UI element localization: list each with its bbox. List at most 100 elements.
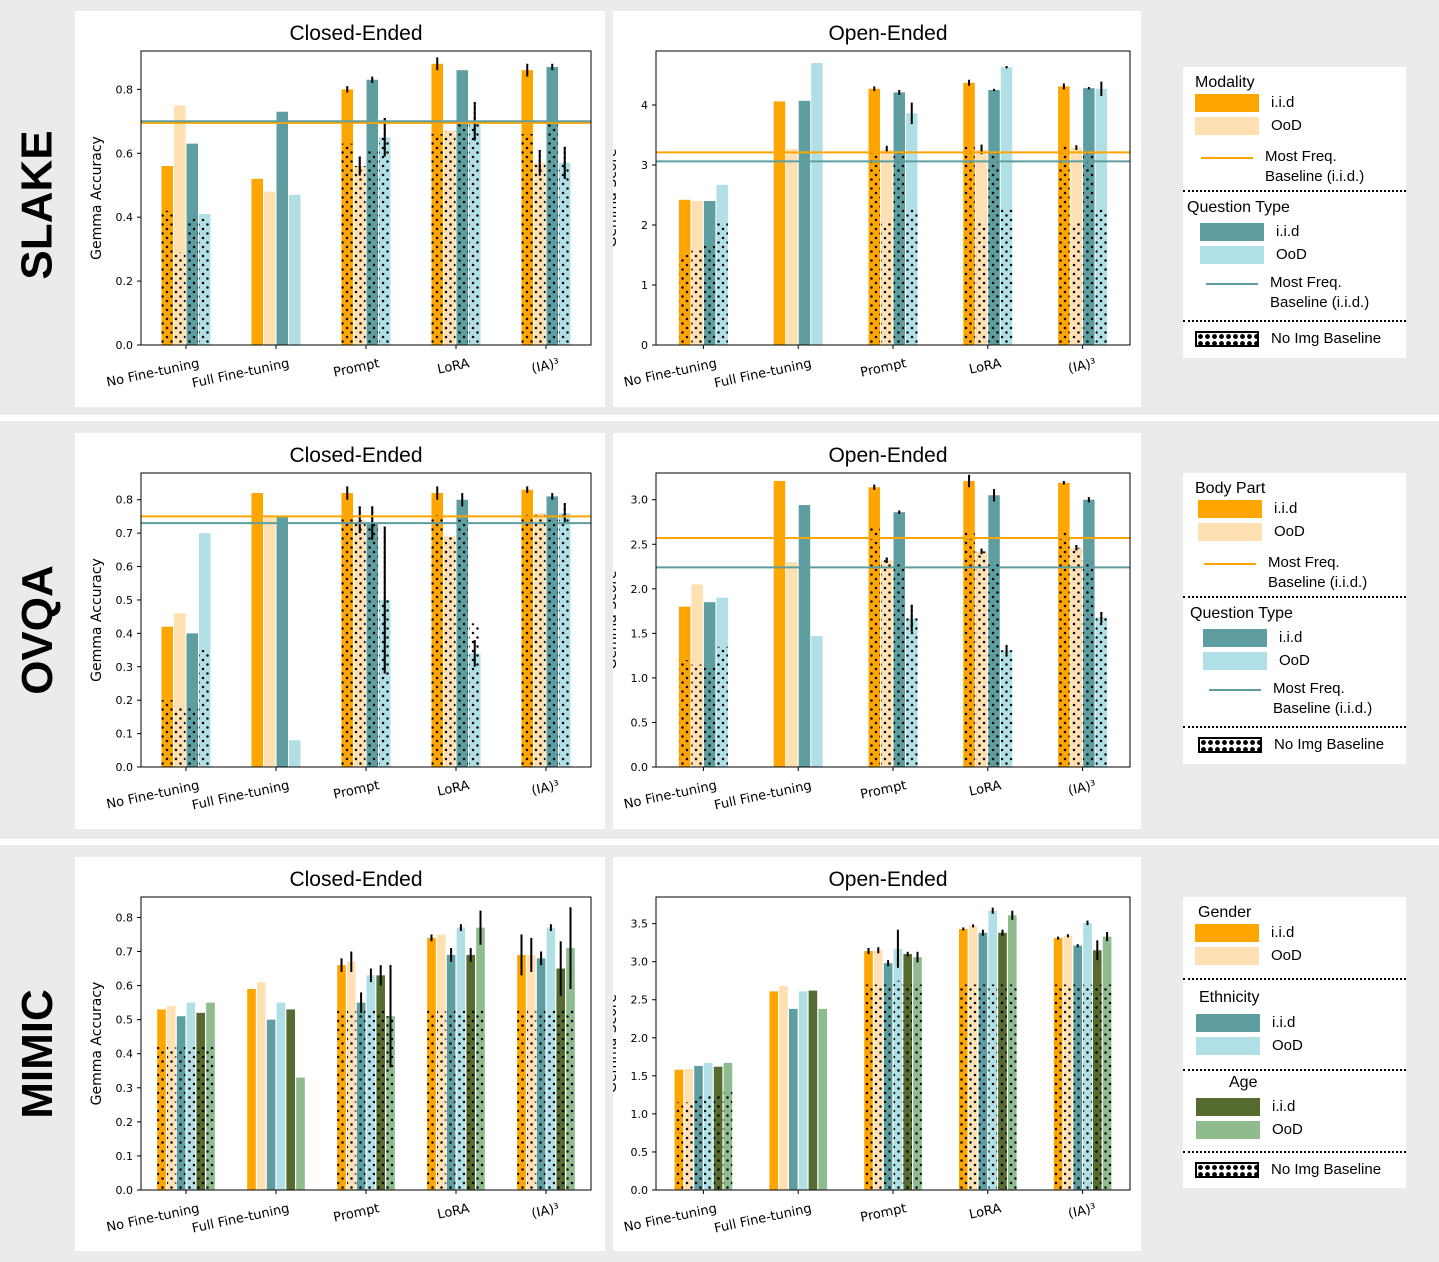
- no-img-hatch: [906, 209, 918, 345]
- no-img-hatch: [431, 513, 443, 767]
- x-tick-label: (IA)³: [530, 1201, 561, 1222]
- bar: [289, 194, 301, 345]
- no-img-hatch: [694, 1094, 703, 1190]
- no-img-hatch: [1073, 984, 1082, 1190]
- plot-frame: [655, 896, 1131, 1191]
- row-label-text: SLAKE: [12, 130, 62, 280]
- bar: [811, 636, 823, 767]
- y-tick-label: 0.0: [116, 339, 134, 352]
- y-tick-label: 0.3: [116, 661, 134, 674]
- no-img-hatch: [337, 1009, 346, 1190]
- x-tick-label: (IA)³: [1067, 1201, 1098, 1222]
- no-img-hatch: [469, 121, 481, 345]
- no-img-hatch: [1070, 547, 1083, 767]
- legend-swatch: [1196, 1121, 1260, 1139]
- x-tick-label: Full Fine-tuning: [713, 356, 813, 391]
- no-img-hatch: [716, 646, 728, 767]
- bar: [789, 1008, 798, 1190]
- bar: [247, 988, 256, 1190]
- no-img-hatch: [864, 984, 873, 1190]
- chart-mimic-open: Open-Ended Gemma Score 0.0 0.5 1.0 1.5 2.0 2.5 3…: [613, 857, 1141, 1251]
- row-label-ovqa: OVQA: [0, 421, 75, 839]
- no-img-hatch: [341, 516, 353, 767]
- legend-ovqa: Body Part i.i.d OoD Most Freq. Baseline …: [1183, 473, 1406, 764]
- no-img-hatch: [906, 618, 918, 767]
- legend-divider: [1183, 190, 1406, 192]
- bar: [798, 505, 811, 767]
- no-img-hatch: [456, 1009, 466, 1190]
- y-tick-label: 0.0: [631, 761, 649, 774]
- row-separator: [0, 415, 1439, 421]
- no-img-hatch: [968, 984, 978, 1190]
- no-img-hatch: [186, 217, 198, 345]
- y-tick-label: 0.4: [116, 211, 134, 224]
- y-tick-label: 3.0: [631, 494, 649, 507]
- bar: [257, 982, 266, 1190]
- no-img-hatch: [476, 1009, 485, 1190]
- x-tick-label: Full Fine-tuning: [191, 356, 291, 391]
- no-img-hatch: [678, 660, 691, 767]
- legend-label: No Img Baseline: [1271, 330, 1382, 347]
- no-img-hatch: [366, 523, 378, 767]
- chart-slake-open: Open-Ended Gemma Score 0 1 2 3 4 No Fine-tuning…: [613, 11, 1141, 407]
- chart-title: Open-Ended: [828, 868, 947, 891]
- y-axis-label: Gemma Score: [613, 149, 620, 248]
- legend-label: i.i.d: [1271, 94, 1295, 111]
- row-label-text: OVQA: [12, 565, 62, 695]
- bar: [264, 191, 276, 345]
- bar: [276, 1002, 286, 1190]
- no-img-hatch: [963, 145, 975, 345]
- bar: [174, 105, 186, 346]
- legend-label: OoD: [1272, 1121, 1303, 1138]
- no-img-hatch: [376, 1009, 385, 1190]
- no-img-hatch: [868, 526, 880, 767]
- legend-divider: [1183, 596, 1406, 598]
- y-tick-label: 0.1: [116, 728, 134, 741]
- no-img-hatch: [913, 984, 922, 1190]
- y-tick-label: 1.0: [631, 672, 649, 685]
- no-img-hatch: [546, 124, 558, 345]
- no-img-hatch: [546, 1009, 556, 1190]
- no-img-hatch: [379, 137, 391, 345]
- no-img-hatch: [556, 1009, 565, 1190]
- no-img-hatch: [1063, 984, 1073, 1190]
- legend-item: OoD: [1198, 523, 1305, 541]
- y-axis-label: Gemma Accuracy: [89, 558, 105, 682]
- y-tick-label: 4: [641, 99, 648, 112]
- bar: [186, 633, 198, 767]
- legend-swatch: [1196, 1098, 1260, 1116]
- no-img-hatch: [527, 1009, 536, 1190]
- y-tick-label: 0.0: [116, 761, 134, 774]
- chart-title: Open-Ended: [828, 22, 947, 45]
- no-img-hatch: [988, 151, 1000, 345]
- no-img-hatch: [881, 560, 893, 767]
- bar: [266, 1019, 276, 1190]
- legend-item: No Img Baseline: [1195, 1161, 1381, 1179]
- no-img-hatch: [174, 252, 186, 345]
- no-img-hatch: [161, 210, 173, 345]
- legend-item: Most Freq. Baseline (i.i.d.): [1198, 553, 1367, 593]
- no-img-hatch: [456, 519, 468, 767]
- legend-line: [1201, 157, 1253, 159]
- no-img-hatch: [975, 551, 988, 767]
- no-img-hatch: [868, 151, 880, 345]
- no-img-hatch: [893, 980, 903, 1190]
- y-tick-label: 0: [641, 339, 648, 352]
- y-tick-label: 0.5: [631, 716, 649, 729]
- no-img-hatch: [161, 700, 173, 767]
- x-tick-label: (IA)³: [530, 778, 561, 799]
- no-img-hatch: [157, 1046, 166, 1190]
- no-img-hatch: [379, 599, 391, 767]
- x-tick-label: Prompt: [859, 356, 908, 380]
- y-tick-label: 2.0: [631, 583, 649, 596]
- no-img-hatch: [1083, 150, 1095, 345]
- no-img-hatch: [427, 1009, 436, 1190]
- bar: [811, 63, 823, 345]
- y-tick-label: 0.1: [116, 1150, 134, 1163]
- legend-label: No Img Baseline: [1274, 736, 1385, 753]
- legend-swatch: [1195, 947, 1259, 965]
- no-img-hatch: [998, 984, 1007, 1190]
- no-img-hatch: [703, 246, 716, 345]
- legend-line: [1204, 563, 1256, 565]
- y-tick-label: 0.6: [116, 980, 134, 993]
